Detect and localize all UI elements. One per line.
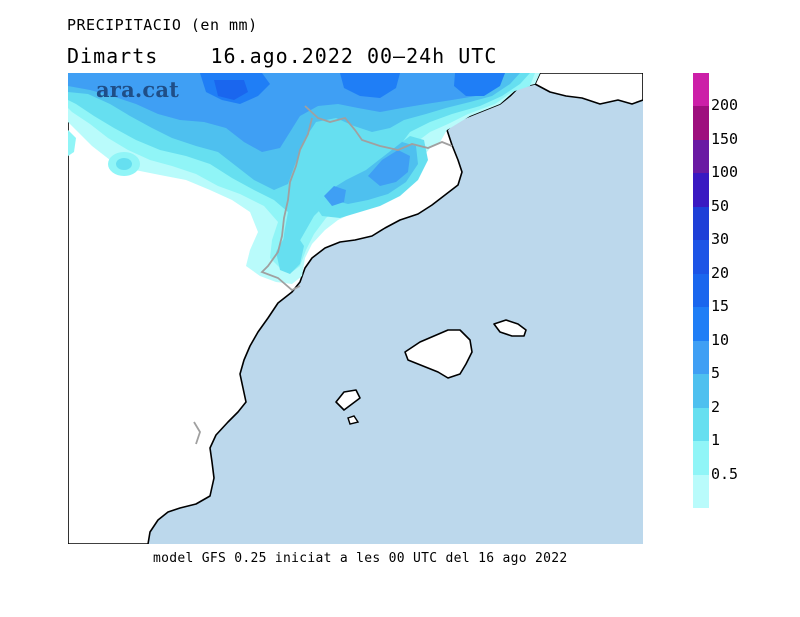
ara-cat-logo: ara.cat (96, 77, 180, 102)
legend-swatch (693, 73, 709, 107)
legend-swatch (693, 441, 709, 476)
legend-label: 5 (711, 364, 721, 383)
legend-swatch (693, 407, 709, 442)
legend-label: 2 (711, 397, 721, 416)
legend-swatch (693, 340, 709, 375)
legend-swatch (693, 173, 709, 208)
menorca-island (493, 319, 527, 337)
french-coast (534, 73, 643, 105)
legend-swatch (693, 474, 709, 509)
legend-label: 200 (711, 96, 739, 115)
legend-label: 10 (711, 330, 730, 349)
legend-label: 1 (711, 431, 721, 450)
mallorca-island (404, 329, 473, 379)
formentera-island (347, 415, 360, 425)
model-info-footer: model GFS 0.25 iniciat a les 00 UTC del … (153, 551, 568, 566)
eivissa-island (335, 389, 361, 411)
legend-swatch (693, 106, 709, 141)
legend-label: 30 (711, 230, 730, 249)
legend-swatch (693, 139, 709, 174)
map-title: PRECIPITACIO (en mm) (67, 16, 258, 34)
legend-label: 20 (711, 263, 730, 282)
legend-label: 100 (711, 163, 739, 182)
legend-label: 15 (711, 297, 730, 316)
border-pyrenees (304, 105, 453, 151)
legend-swatch (693, 374, 709, 409)
legend-swatch (693, 240, 709, 275)
map-subtitle: Dimarts 16.ago.2022 00–24h UTC (67, 44, 498, 68)
legend-swatch (693, 307, 709, 342)
legend-swatch (693, 206, 709, 241)
border-aragon-catalonia (260, 117, 313, 292)
legend-label: 50 (711, 196, 730, 215)
legend-swatch (693, 273, 709, 308)
legend-label: 0.5 (711, 464, 739, 483)
legend-label: 150 (711, 129, 739, 148)
precip-field (68, 73, 540, 284)
border-valencia (193, 421, 201, 445)
